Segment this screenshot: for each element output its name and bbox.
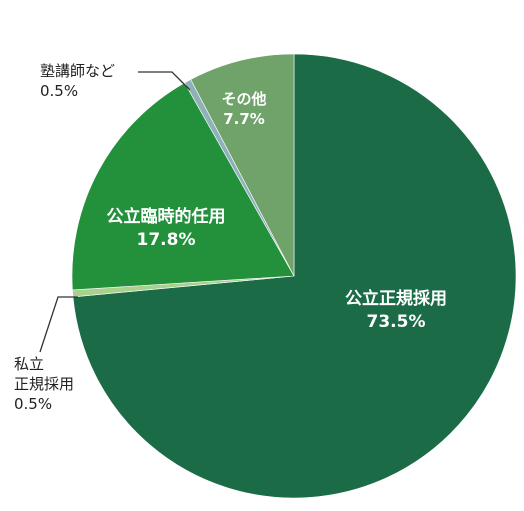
slice-other xyxy=(190,53,295,277)
slice-label-other: その他 xyxy=(221,90,266,108)
slice-public-temporary xyxy=(71,82,295,291)
slice-label-private-line2: 正規採用 xyxy=(14,375,74,393)
slice-label-cram-teacher: 塾講師など xyxy=(40,62,115,80)
slice-value-public-temporary: 17.8% xyxy=(137,230,196,250)
pie-slices xyxy=(71,53,517,499)
slice-value-public-regular: 73.5% xyxy=(367,312,426,332)
leader-line-private xyxy=(39,296,78,353)
slice-value-private: 0.5% xyxy=(14,395,52,413)
slice-label-public-regular: 公立正規採用 xyxy=(345,288,447,309)
slice-public-regular xyxy=(72,53,517,499)
leader-line-cram-teacher xyxy=(138,71,191,91)
slice-label-public-temporary: 公立臨時的任用 xyxy=(107,206,226,227)
slice-label-private-line1: 私立 xyxy=(14,355,44,373)
slice-value-other: 7.7% xyxy=(223,110,265,128)
slice-value-cram-teacher: 0.5% xyxy=(40,82,78,100)
